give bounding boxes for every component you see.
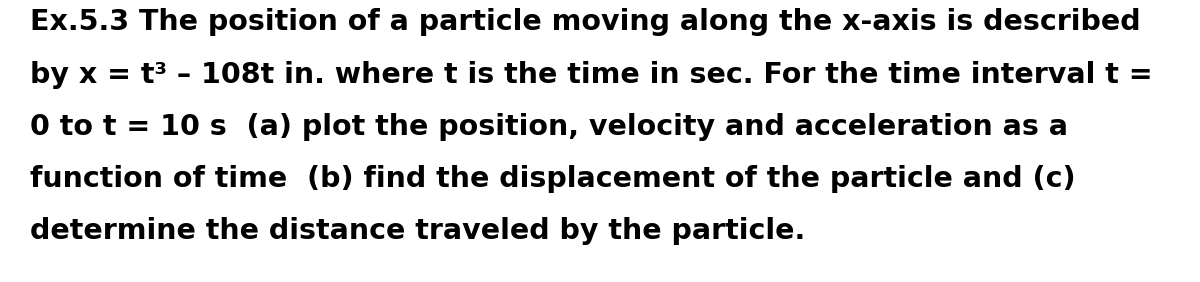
- Text: determine the distance traveled by the particle.: determine the distance traveled by the p…: [30, 217, 805, 245]
- Text: by x = t³ – 108t in. where t is the time in sec. For the time interval t =: by x = t³ – 108t in. where t is the time…: [30, 61, 1153, 89]
- Text: function of time  (b) find the displacement of the particle and (c): function of time (b) find the displaceme…: [30, 165, 1075, 193]
- Text: Ex.5.3 The position of a particle moving along the x-axis is described: Ex.5.3 The position of a particle moving…: [30, 8, 1141, 36]
- Text: 0 to t = 10 s  (a) plot the position, velocity and acceleration as a: 0 to t = 10 s (a) plot the position, vel…: [30, 113, 1068, 141]
